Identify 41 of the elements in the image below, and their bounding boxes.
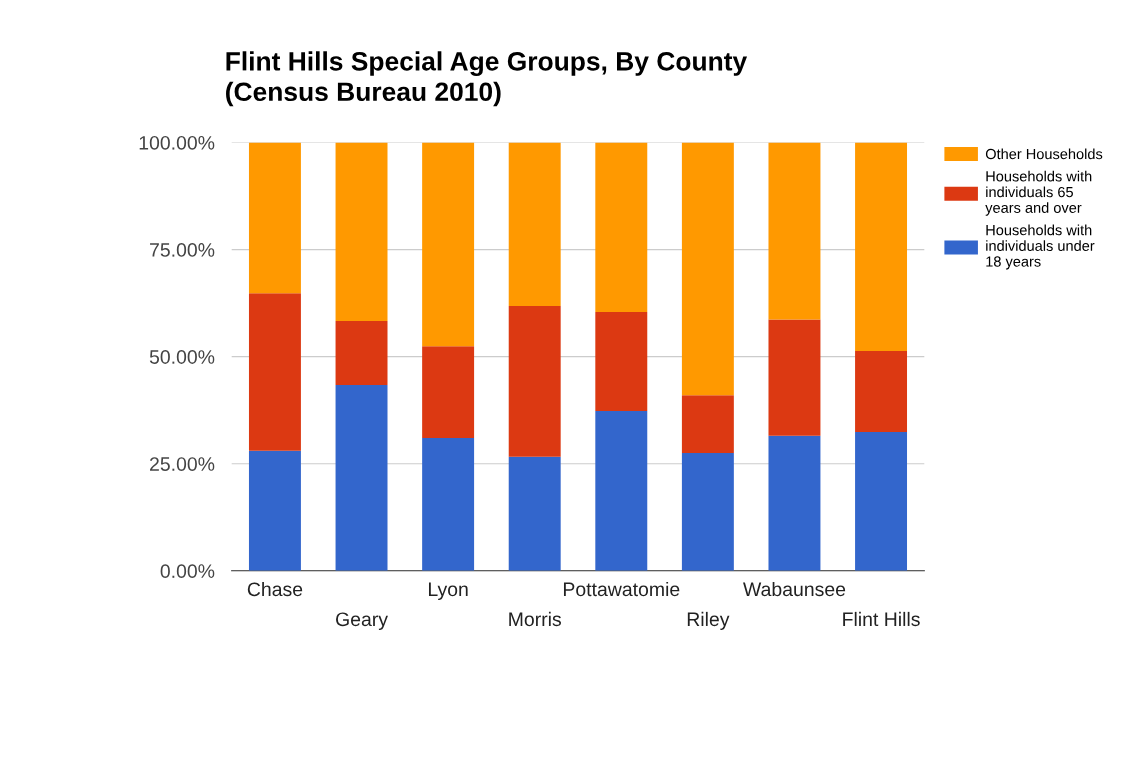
bar [768, 142, 821, 320]
bar [508, 456, 561, 571]
bar [855, 432, 908, 571]
bar [855, 142, 908, 352]
bar [508, 142, 561, 307]
bar [768, 319, 821, 436]
x-tick-label: Flint Hills [843, 611, 920, 627]
bar [422, 142, 475, 347]
bar [595, 142, 648, 313]
x-tick-label: Pottawatomie [563, 581, 680, 597]
y-tick-label: 100.00% [139, 135, 215, 150]
y-tick-label: 75.00% [150, 243, 215, 257]
x-tick-label: Morris [509, 611, 561, 627]
y-tick-label: 50.00% [149, 350, 215, 364]
legend-label: Households with individuals 65 years and over [985, 170, 1092, 216]
bar [681, 453, 734, 571]
legend-label: Other Households [985, 148, 1103, 160]
x-tick-label: Riley [687, 611, 730, 630]
bar [681, 395, 734, 453]
bar [335, 321, 388, 385]
bar [335, 142, 388, 322]
x-tick-label: Lyon [428, 582, 468, 601]
bar [248, 450, 301, 571]
chart-title: Flint Hills Special Age Groups, By County (Census Bureau 2010) [226, 51, 748, 107]
bar [855, 351, 908, 433]
x-tick-label: Geary [336, 612, 388, 630]
bar [422, 438, 475, 571]
y-tick-label: 25.00% [150, 457, 215, 471]
bar [508, 306, 561, 457]
bar [768, 435, 821, 571]
bar [681, 142, 734, 396]
bar [248, 142, 301, 294]
bar [248, 293, 301, 451]
x-tick-label: Chase [247, 581, 303, 597]
x-tick-label: Wabaunsee [743, 581, 846, 597]
bar [595, 312, 648, 412]
bar [335, 384, 388, 571]
legend-label: Households with individuals under 18 years [986, 224, 1095, 270]
bar [422, 346, 475, 439]
bar [595, 411, 648, 571]
y-tick-label: 0.00% [160, 564, 215, 579]
